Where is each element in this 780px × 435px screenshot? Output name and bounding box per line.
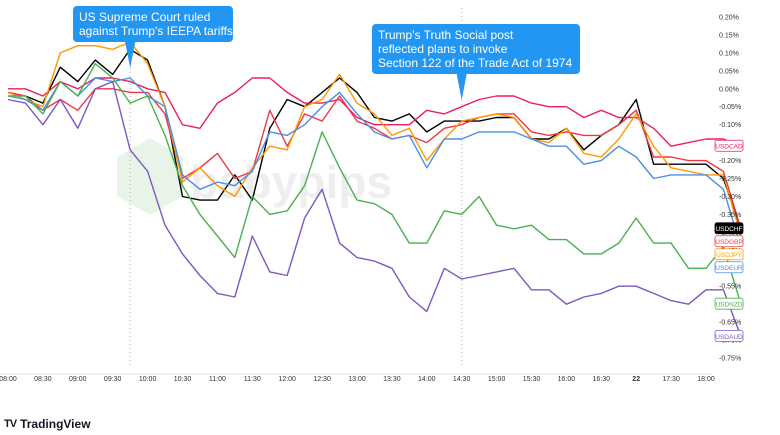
x-tick-label: 11:30 [244,376,261,383]
callout-line: Section 122 of the Trade Act of 1974 [378,56,572,70]
x-tick-label: 18:00 [697,376,715,383]
y-tick-label: -0.25% [719,176,741,183]
tag-label: USDEUR [715,265,743,272]
x-tick-label: 17:30 [662,376,680,383]
tag-label: USDNZD [715,301,742,308]
tag-box [714,235,744,248]
tag-usdgbp: USDGBP [714,235,744,248]
tag-label: USDGBP [715,239,742,246]
x-tick-label: 15:00 [488,376,506,383]
y-tick-label: 0.20% [719,14,739,21]
x-tick-label: 12:30 [313,376,331,383]
series-line-usdeur [7,77,742,247]
callout-line: against Trump's IEEPA tariffs [79,24,233,38]
y-tick-label: 0.00% [719,86,739,93]
y-tick-label: -0.35% [719,212,741,219]
series-lines [7,41,742,337]
callout-box [372,24,580,74]
tag-box [714,222,744,235]
tag-usdaud: USDAUD [714,330,744,342]
x-tick-label: 10:30 [174,376,192,383]
x-tick-label: 09:30 [104,376,122,383]
y-tick-label: -0.20% [719,158,741,165]
x-tick-label: 14:30 [453,376,471,383]
x-tick-label: 13:00 [348,376,366,383]
x-tick-label: 11:00 [209,376,226,383]
callout-pointer [125,42,136,68]
tag-usdchf: USDCHF [714,222,744,235]
callout-pointer [456,74,467,100]
callout-line: US Supreme Court ruled [79,10,210,24]
x-tick-label: 13:30 [383,376,401,383]
x-tick-label: 09:00 [69,376,87,383]
y-tick-label: -0.75% [719,356,741,363]
series-line-usdgbp [7,88,742,230]
y-tick-label: -0.65% [719,320,741,327]
series-line-usdnzd [8,62,742,305]
babypips-watermark: babypips [117,138,392,215]
y-tick-label: -0.30% [719,194,741,201]
x-tick-label: 10:00 [139,376,157,383]
tag-box [714,330,744,342]
series-line-usdaud [7,80,742,337]
watermark-text: babypips [190,156,392,208]
series-line-usdcad [8,77,742,147]
callout-line: reflected plans to invoke [378,42,508,56]
tag-label: USDAUD [715,334,743,341]
tag-box [714,261,744,274]
tag-usdnzd: USDNZD [714,297,744,310]
brand-name: TradingView [20,417,91,431]
tag-usdeur: USDEUR [714,261,744,274]
series-end-labels: USDCAD USDCHF USDGBP USDJPY USDEUR USDNZD USDA… [714,139,744,342]
x-tick-label: 22 [632,376,640,383]
tag-box [714,297,744,310]
x-axis: 08:00 08:30 09:00 09:30 10:00 10:30 11:00 11:30… [0,373,715,383]
x-tick-label: 14:00 [418,376,436,383]
tag-label: USDCAD [715,144,743,151]
x-tick-label: 08:00 [0,376,17,383]
callout-box [73,6,233,42]
tradingview-brand: TV TradingView [4,417,91,431]
y-tick-label: 0.15% [719,32,739,39]
x-tick-label: 16:00 [558,376,576,383]
tag-usdjpy: USDJPY [714,248,744,261]
y-tick-label: 0.10% [719,50,739,57]
tag-box [714,139,744,152]
x-tick-label: 16:30 [593,376,611,383]
callout-line: Trump's Truth Social post [378,28,514,42]
x-tick-label: 15:30 [523,376,541,383]
y-tick-label: -0.10% [719,122,741,129]
y-tick-label: -0.55% [719,284,741,291]
tag-box [714,248,744,261]
x-tick-label: 12:00 [278,376,296,383]
tag-usdcad: USDCAD [714,139,744,152]
y-tick-label: 0.05% [719,68,739,75]
y-tick-label: -0.05% [719,104,741,111]
tradingview-logo-icon: TV [4,418,17,430]
tag-label: USDCHF [715,226,742,233]
x-tick-label: 08:30 [34,376,52,383]
tag-label: USDJPY [716,252,742,259]
